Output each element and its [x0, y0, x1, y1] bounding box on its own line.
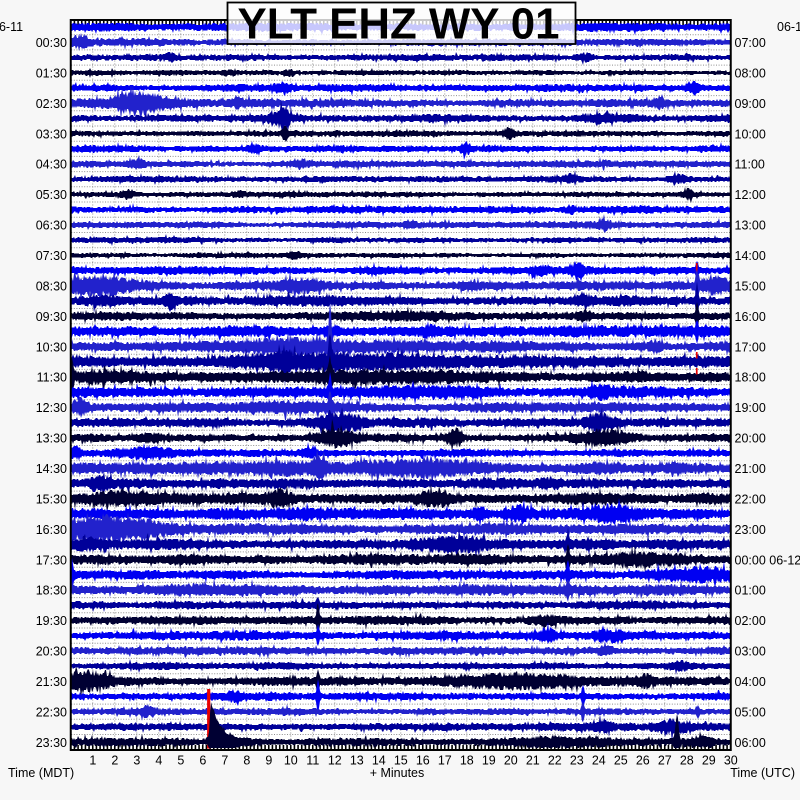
- svg-text:22: 22: [548, 754, 562, 768]
- svg-text:15: 15: [394, 754, 408, 768]
- svg-text:13:00: 13:00: [735, 219, 766, 233]
- svg-text:06:30: 06:30: [36, 219, 67, 233]
- svg-text:14: 14: [372, 754, 386, 768]
- svg-text:06-11: 06-11: [0, 20, 23, 34]
- svg-text:19:30: 19:30: [36, 614, 67, 628]
- svg-text:18:00: 18:00: [735, 371, 766, 385]
- svg-text:+ Minutes: + Minutes: [370, 766, 425, 780]
- svg-text:01:30: 01:30: [36, 66, 67, 80]
- svg-text:19:00: 19:00: [735, 401, 766, 415]
- svg-text:23: 23: [570, 754, 584, 768]
- svg-text:16:00: 16:00: [735, 310, 766, 324]
- svg-text:8: 8: [243, 754, 250, 768]
- svg-text:16:30: 16:30: [36, 523, 67, 537]
- svg-text:22:30: 22:30: [36, 705, 67, 719]
- svg-text:Time (MDT): Time (MDT): [8, 766, 74, 780]
- svg-text:04:00: 04:00: [735, 675, 766, 689]
- svg-text:08:30: 08:30: [36, 279, 67, 293]
- svg-text:1: 1: [89, 754, 96, 768]
- svg-text:23:30: 23:30: [36, 736, 67, 750]
- svg-text:26: 26: [636, 754, 650, 768]
- svg-text:22:00: 22:00: [735, 492, 766, 506]
- svg-text:2: 2: [111, 754, 118, 768]
- svg-text:6: 6: [199, 754, 206, 768]
- svg-text:06-11: 06-11: [777, 20, 800, 34]
- svg-text:21:00: 21:00: [735, 462, 766, 476]
- svg-text:07:00: 07:00: [735, 36, 766, 50]
- svg-text:01:00: 01:00: [735, 584, 766, 598]
- svg-text:30: 30: [724, 754, 738, 768]
- svg-text:17:30: 17:30: [36, 553, 67, 567]
- svg-text:14:30: 14:30: [36, 462, 67, 476]
- svg-text:16: 16: [416, 754, 430, 768]
- svg-text:25: 25: [614, 754, 628, 768]
- svg-text:9: 9: [265, 754, 272, 768]
- svg-text:09:00: 09:00: [735, 97, 766, 111]
- svg-text:12:00: 12:00: [735, 188, 766, 202]
- svg-text:06:00: 06:00: [735, 736, 766, 750]
- svg-text:12: 12: [328, 754, 342, 768]
- svg-text:23:00: 23:00: [735, 523, 766, 537]
- svg-text:02:00: 02:00: [735, 614, 766, 628]
- svg-text:21: 21: [526, 754, 540, 768]
- svg-text:28: 28: [680, 754, 694, 768]
- svg-text:18: 18: [460, 754, 474, 768]
- svg-text:08:00: 08:00: [735, 66, 766, 80]
- svg-text:10:30: 10:30: [36, 340, 67, 354]
- svg-text:15:30: 15:30: [36, 492, 67, 506]
- svg-text:11:30: 11:30: [37, 371, 67, 385]
- svg-text:7: 7: [221, 754, 228, 768]
- svg-text:20:00: 20:00: [735, 432, 766, 446]
- svg-text:04:30: 04:30: [36, 158, 67, 172]
- svg-text:03:00: 03:00: [735, 645, 766, 659]
- svg-text:4: 4: [155, 754, 162, 768]
- svg-text:21:30: 21:30: [36, 675, 67, 689]
- svg-text:07:30: 07:30: [36, 249, 67, 263]
- svg-text:03:30: 03:30: [36, 127, 67, 141]
- svg-text:20:30: 20:30: [36, 645, 67, 659]
- svg-text:00:00 06-12: 00:00 06-12: [735, 553, 800, 567]
- svg-text:02:30: 02:30: [36, 97, 67, 111]
- svg-text:14:00: 14:00: [735, 249, 766, 263]
- svg-text:17:00: 17:00: [735, 340, 766, 354]
- svg-text:3: 3: [133, 754, 140, 768]
- svg-text:11: 11: [306, 754, 319, 768]
- svg-text:Time (UTC): Time (UTC): [730, 766, 795, 780]
- svg-text:15:00: 15:00: [735, 279, 766, 293]
- svg-text:27: 27: [658, 754, 672, 768]
- svg-text:29: 29: [702, 754, 716, 768]
- svg-text:09:30: 09:30: [36, 310, 67, 324]
- svg-text:05:30: 05:30: [36, 188, 67, 202]
- svg-text:12:30: 12:30: [36, 401, 67, 415]
- svg-text:18:30: 18:30: [36, 584, 67, 598]
- svg-text:13:30: 13:30: [36, 432, 67, 446]
- svg-text:19: 19: [482, 754, 496, 768]
- svg-text:YLT EHZ WY 01: YLT EHZ WY 01: [238, 0, 560, 49]
- svg-text:00:30: 00:30: [36, 36, 67, 50]
- svg-text:05:00: 05:00: [735, 705, 766, 719]
- svg-text:20: 20: [504, 754, 518, 768]
- svg-text:13: 13: [350, 754, 364, 768]
- svg-text:10:00: 10:00: [735, 127, 766, 141]
- svg-text:10: 10: [284, 754, 298, 768]
- svg-text:24: 24: [592, 754, 606, 768]
- svg-text:11:00: 11:00: [735, 158, 765, 172]
- svg-text:5: 5: [177, 754, 184, 768]
- svg-text:17: 17: [438, 754, 452, 768]
